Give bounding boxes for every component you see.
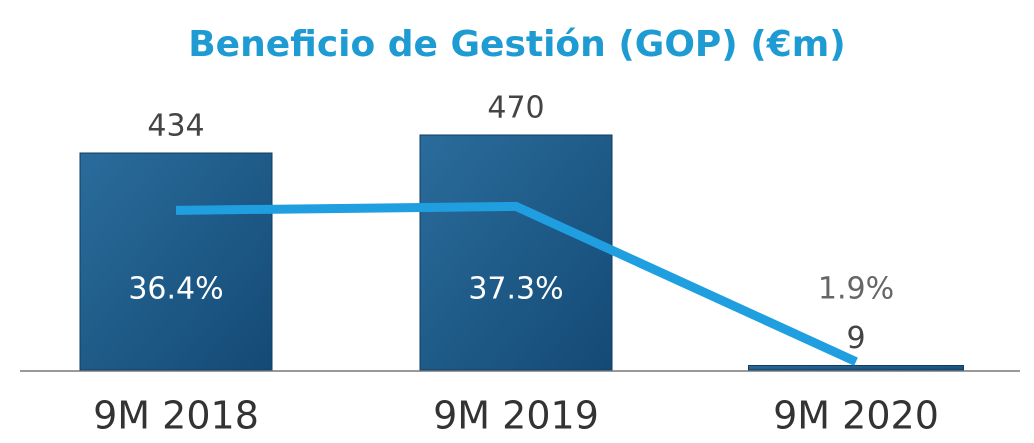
line-value-label: 36.4% xyxy=(128,272,223,307)
bar xyxy=(748,365,964,371)
bar xyxy=(79,152,273,371)
bar-value-label: 9 xyxy=(846,321,865,356)
line-value-label: 37.3% xyxy=(468,272,563,307)
x-tick-label: 9M 2019 xyxy=(433,394,599,438)
line-value-label: 1.9% xyxy=(818,272,894,307)
chart-title: Beneficio de Gestión (GOP) (€m) xyxy=(188,24,846,65)
x-tick-label: 9M 2020 xyxy=(773,394,939,438)
line xyxy=(175,201,858,366)
x-tick-label: 9M 2018 xyxy=(93,394,259,438)
bar-value-label: 470 xyxy=(487,91,544,126)
bar xyxy=(419,134,613,371)
bar-value-label: 434 xyxy=(147,109,204,144)
